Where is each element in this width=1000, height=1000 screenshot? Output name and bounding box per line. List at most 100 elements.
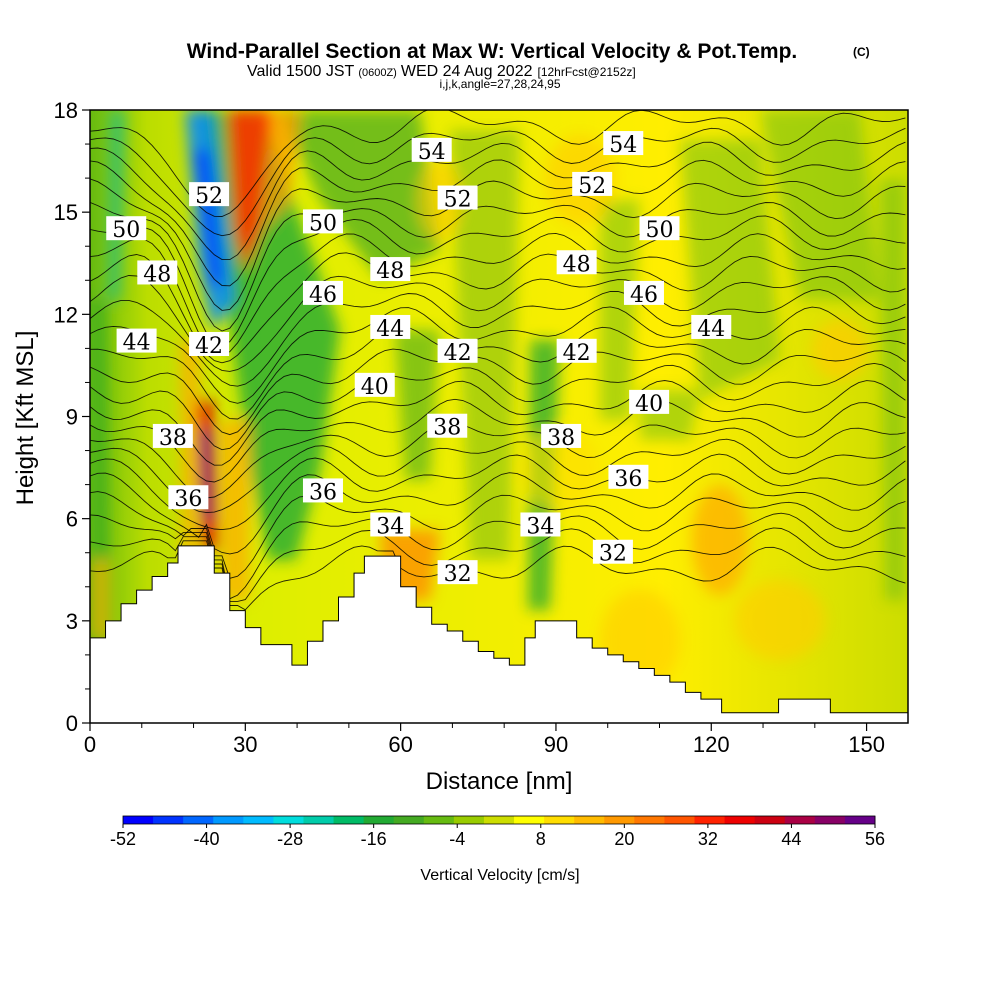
- contour-label: 36: [302, 478, 343, 505]
- contour-label-box: [189, 182, 230, 207]
- contour-label-text: 46: [630, 283, 658, 308]
- contour-label-text: 38: [159, 426, 187, 451]
- y-axis-label: Height [Kft MSL]: [12, 331, 39, 506]
- colorbar-swatch: [303, 816, 335, 824]
- colorbar-swatch: [664, 816, 696, 824]
- theta-isoline: [90, 306, 906, 404]
- theta-isoline: [90, 289, 906, 387]
- colorbar-label: -4: [449, 829, 465, 849]
- theta-isoline: [90, 325, 906, 420]
- contour-label: 38: [541, 423, 582, 451]
- colorbar-swatch: [784, 816, 816, 824]
- colorbar-swatch: [183, 816, 214, 824]
- contour-label-box: [520, 512, 561, 537]
- x-tick-label: 0: [84, 732, 96, 757]
- contour-label-text: 48: [376, 259, 404, 284]
- colorbar-swatch: [243, 816, 274, 824]
- x-axis-label: Distance [nm]: [426, 768, 573, 795]
- contour-label-box: [608, 464, 649, 489]
- contour-label-text: 40: [635, 392, 663, 417]
- contour-label-box: [691, 314, 732, 339]
- colorbar: -52 -40 -28 -16 -4 8 20 32 44 56: [110, 815, 885, 849]
- theta-isoline: [90, 127, 906, 237]
- contour-label: 52: [437, 185, 478, 213]
- contour-label-text: 52: [444, 188, 472, 213]
- contour-label: 44: [691, 314, 732, 342]
- theta-isoline: [90, 141, 906, 261]
- contour-label-box: [370, 257, 411, 282]
- colorbar-swatch: [123, 816, 154, 824]
- theta-isoline: [90, 110, 906, 217]
- contour-label: 44: [370, 314, 411, 342]
- contour-label-text: 34: [526, 514, 554, 539]
- x-tick-label: 30: [233, 732, 257, 757]
- forecast-info: [12hrFcst@2152z]: [538, 65, 636, 79]
- contour-label-text: 42: [563, 341, 591, 366]
- copyright-mark: (C): [853, 45, 870, 59]
- contour-label-text: 44: [697, 317, 725, 342]
- colorbar-swatch: [814, 816, 846, 824]
- theta-isoline: [90, 178, 906, 311]
- contour-label-text: 46: [309, 283, 337, 308]
- x-tick-label: 90: [544, 732, 568, 757]
- contour-label-box: [189, 331, 230, 356]
- terrain-mask: [90, 545, 908, 723]
- contour-label: 32: [437, 560, 478, 587]
- valid-time-date: WED 24 Aug 2022: [401, 63, 533, 80]
- contour-label-text: 52: [578, 174, 606, 199]
- contour-label-text: 34: [376, 514, 404, 539]
- contour-label-text: 44: [123, 331, 151, 356]
- contour-label-text: 52: [195, 184, 223, 209]
- colorbar-title: Vertical Velocity [cm/s]: [420, 867, 579, 884]
- colorbar-swatch: [574, 816, 605, 824]
- theta-isoline: [90, 348, 906, 436]
- colorbar-swatch: [634, 816, 665, 824]
- contour-label: 50: [106, 216, 147, 243]
- contour-label: 34: [520, 512, 561, 539]
- colorbar-label: 8: [536, 829, 546, 849]
- theta-isoline: [90, 380, 906, 466]
- colorbar-swatch: [423, 816, 455, 824]
- colorbar-swatch: [393, 816, 425, 824]
- valid-time: Valid 1500 JST (0600Z) WED 24 Aug 2022 [12h…: [247, 63, 636, 80]
- theta-isoline: [90, 159, 906, 287]
- theta-isoline: [90, 472, 906, 555]
- contour-label: 50: [302, 209, 343, 236]
- contour-label-text: 40: [361, 375, 389, 400]
- y-tick-label: 15: [54, 200, 78, 225]
- contour-label-box: [639, 216, 680, 241]
- y-tick-label: 0: [66, 711, 78, 736]
- contour-label: 34: [370, 512, 411, 539]
- contour-label: 52: [189, 182, 230, 209]
- contour-label-box: [302, 280, 343, 305]
- terrain-profile: [90, 545, 908, 723]
- contour-label: 50: [639, 216, 680, 243]
- contour-labels: 32 34 34 32 36 36 36 38 38 38 40 40 42 42 42 44 44 44 46 46…: [106, 131, 732, 587]
- contour-label-text: 38: [547, 426, 575, 451]
- y-tick-label: 9: [66, 405, 78, 430]
- contour-label-text: 36: [614, 467, 642, 492]
- contour-label: 52: [572, 171, 613, 199]
- x-tick-label: 60: [388, 732, 412, 757]
- colorbar-swatch: [544, 816, 575, 824]
- contour-label: 32: [592, 539, 633, 567]
- contour-label: 42: [556, 338, 597, 366]
- contour-label-text: 32: [599, 542, 627, 567]
- chart-title: Wind-Parallel Section at Max W: Vertical…: [187, 40, 798, 63]
- y-tick-label: 12: [54, 302, 78, 327]
- contour-label: 40: [629, 389, 670, 417]
- contour-label-text: 50: [645, 218, 673, 243]
- contour-label-text: 42: [195, 334, 223, 359]
- theta-isoline: [90, 252, 906, 364]
- contour-label-text: 50: [309, 211, 337, 236]
- contour-label-box: [302, 478, 343, 503]
- contour-label-box: [427, 413, 468, 438]
- contour-label-box: [370, 512, 411, 537]
- contour-label-text: 36: [309, 480, 337, 505]
- colorbar-swatch: [453, 816, 485, 824]
- contour-label-box: [106, 216, 147, 241]
- contour-label-box: [116, 328, 157, 353]
- contour-label-box: [556, 338, 597, 363]
- valid-time-a: Valid 1500 JST: [247, 63, 355, 80]
